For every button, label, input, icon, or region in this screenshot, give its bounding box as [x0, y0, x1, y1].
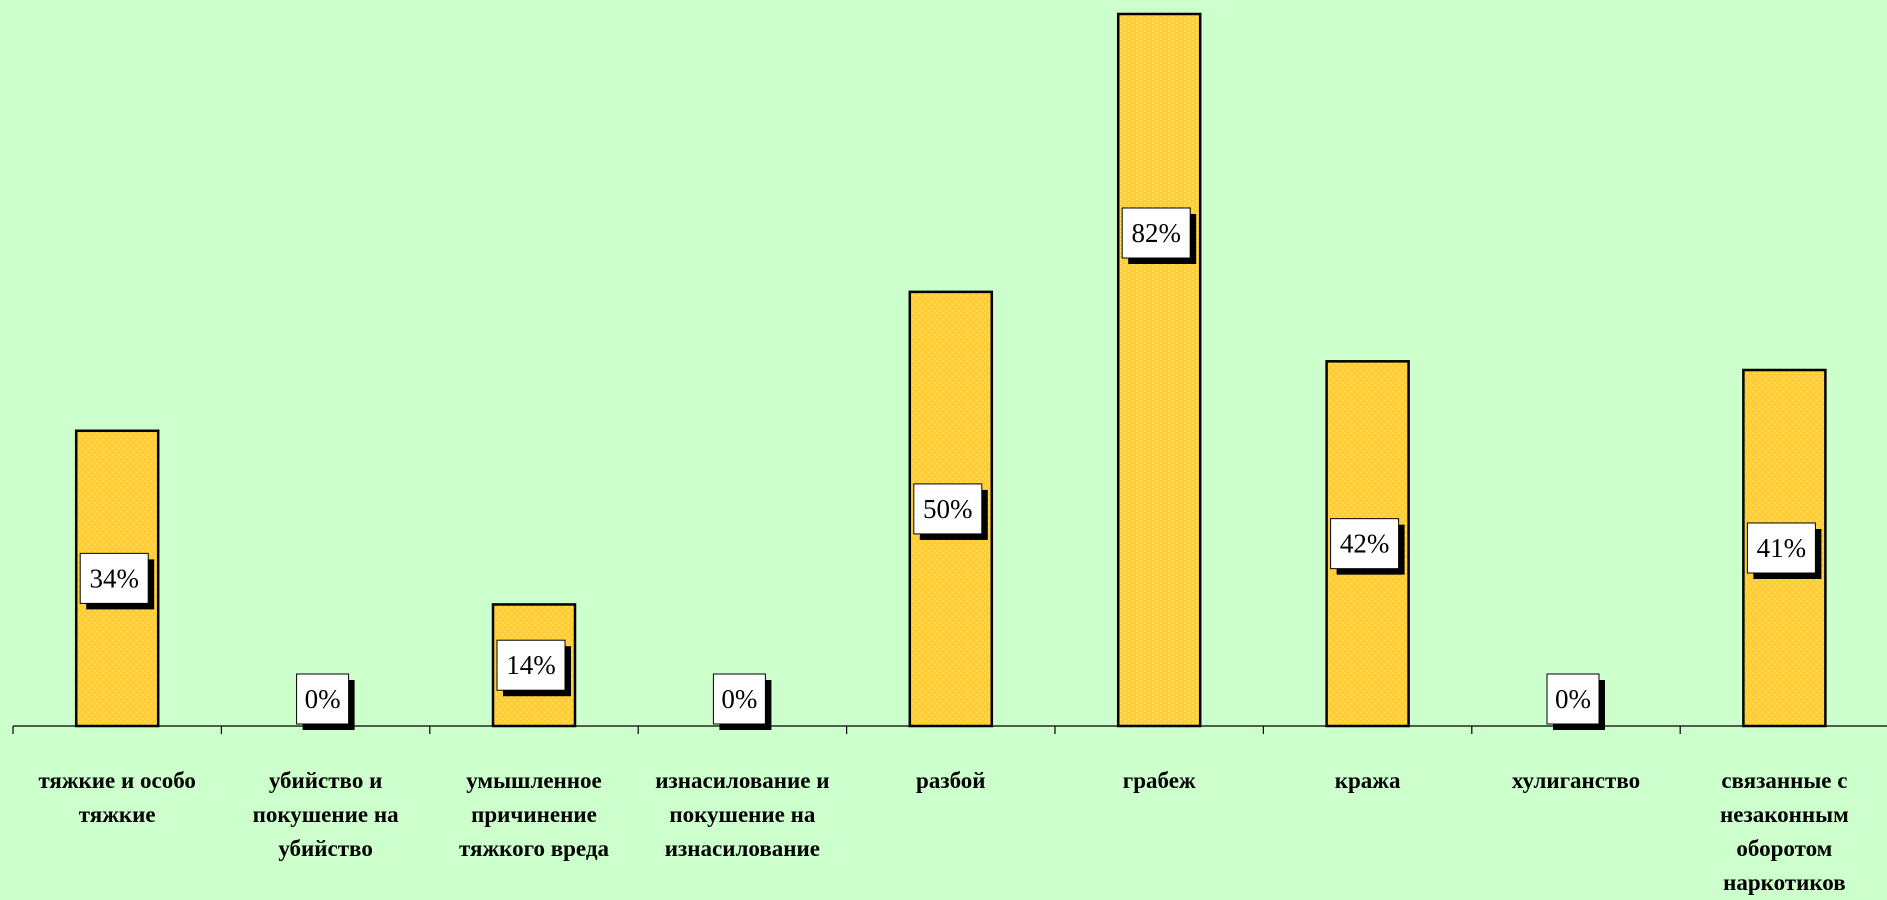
data-label-box	[1330, 518, 1400, 570]
data-label-text: 41%	[1757, 533, 1807, 563]
data-label: 0%	[712, 673, 772, 730]
data-label-box	[1546, 673, 1600, 725]
data-label-text: 0%	[721, 684, 757, 714]
x-tick-label: разбой	[916, 768, 986, 793]
data-label-box	[1746, 522, 1816, 574]
x-tick-label: кража	[1334, 768, 1401, 793]
data-label-text: 0%	[1555, 684, 1591, 714]
data-label: 0%	[296, 673, 355, 730]
data-label: 0%	[1546, 673, 1605, 730]
data-label: 14%	[496, 639, 571, 697]
x-tick-label: грабеж	[1122, 768, 1196, 793]
data-label-box	[712, 673, 766, 725]
data-label-text: 14%	[506, 650, 556, 680]
data-label-box	[1121, 207, 1191, 259]
x-tick-label: связанные с незаконным оборотом наркотик…	[1720, 768, 1849, 895]
x-tick-label: тяжкие и особо тяжкие	[38, 768, 196, 827]
data-label-text: 50%	[923, 494, 973, 524]
x-tick-label: убийство и покушение на убийство	[252, 768, 399, 861]
data-label: 82%	[1121, 207, 1197, 264]
data-label: 34%	[79, 552, 155, 610]
data-label-text: 34%	[89, 563, 139, 593]
data-label-box	[296, 673, 350, 725]
data-label-text: 0%	[305, 684, 341, 714]
data-label-box	[913, 483, 983, 535]
x-tick-label: изнасилование и покушение на изнасилован…	[655, 768, 830, 861]
data-label: 50%	[913, 483, 988, 540]
data-label-box	[496, 639, 566, 691]
data-label: 41%	[1746, 522, 1822, 579]
data-label: 42%	[1330, 518, 1405, 575]
data-label-box	[79, 552, 149, 604]
x-tick-label: хулиганство	[1511, 768, 1641, 793]
data-label-text: 82%	[1131, 218, 1181, 248]
data-label-text: 42%	[1340, 529, 1390, 559]
x-tick-label: умышленное причинение тяжкого вреда	[459, 768, 609, 861]
bar	[1116, 12, 1202, 728]
